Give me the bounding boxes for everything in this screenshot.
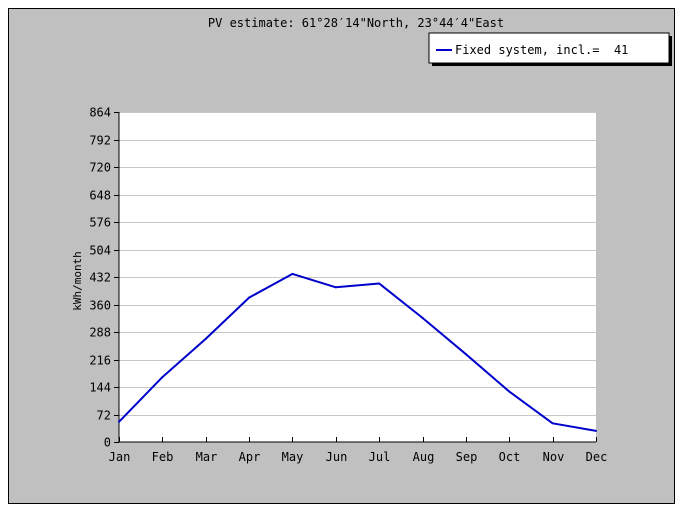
y-tick-label: 216 (89, 354, 111, 368)
x-tick-label: Aug (413, 450, 435, 464)
x-ticks: Jan Feb Mar Apr May Jun Jul Aug Sep Oct Nov Dec (109, 437, 608, 464)
data-point (248, 296, 251, 299)
chart-frame: PV estimate: 61°28′14"North, 23°44′4"Eas… (8, 8, 675, 504)
y-ticks: 0 72 144 216 288 360 432 504 576 648 720 792 864 (89, 106, 119, 450)
y-tick-label: 720 (89, 161, 111, 175)
chart-title: PV estimate: 61°28′14"North, 23°44′4"Eas… (208, 16, 504, 30)
grid (119, 112, 596, 416)
data-point (551, 422, 554, 425)
data-point (334, 286, 337, 289)
data-point (595, 429, 597, 432)
x-tick-label: Oct (499, 450, 521, 464)
x-tick-label: Mar (196, 450, 218, 464)
y-tick-label: 360 (89, 299, 111, 313)
data-point (161, 376, 164, 379)
y-tick-label: 648 (89, 189, 111, 203)
x-tick-label: Jun (326, 450, 348, 464)
legend: Fixed system, incl.= 41 (428, 32, 672, 66)
series-points (118, 272, 597, 432)
x-tick-label: Jan (109, 450, 131, 464)
y-tick-label: 144 (89, 381, 111, 395)
x-tick-label: Jul (369, 450, 391, 464)
y-tick-label: 432 (89, 271, 111, 285)
data-point (204, 337, 207, 340)
data-point (118, 420, 120, 423)
chart-canvas: PV estimate: 61°28′14"North, 23°44′4"Eas… (71, 16, 672, 464)
y-tick-label: 72 (97, 409, 111, 423)
x-tick-label: Nov (543, 450, 565, 464)
data-point (378, 282, 381, 285)
series-line-fixed-system (118, 272, 597, 432)
legend-box (428, 32, 670, 64)
data-point (291, 272, 294, 275)
legend-label: Fixed system, incl.= 41 (455, 43, 628, 57)
y-tick-label: 576 (89, 216, 111, 230)
y-tick-label: 792 (89, 134, 111, 148)
x-tick-label: Apr (239, 450, 261, 464)
x-tick-label: Feb (152, 450, 174, 464)
data-point (421, 316, 424, 319)
data-point (508, 390, 511, 393)
x-tick-label: Dec (586, 450, 608, 464)
y-tick-label: 0 (104, 436, 111, 450)
y-tick-label: 504 (89, 244, 111, 258)
y-tick-label: 288 (89, 326, 111, 340)
data-point (464, 353, 467, 356)
y-tick-label: 864 (89, 106, 111, 120)
x-tick-label: Sep (456, 450, 478, 464)
x-tick-label: May (282, 450, 304, 464)
y-axis-label: kWh/month (71, 251, 84, 311)
